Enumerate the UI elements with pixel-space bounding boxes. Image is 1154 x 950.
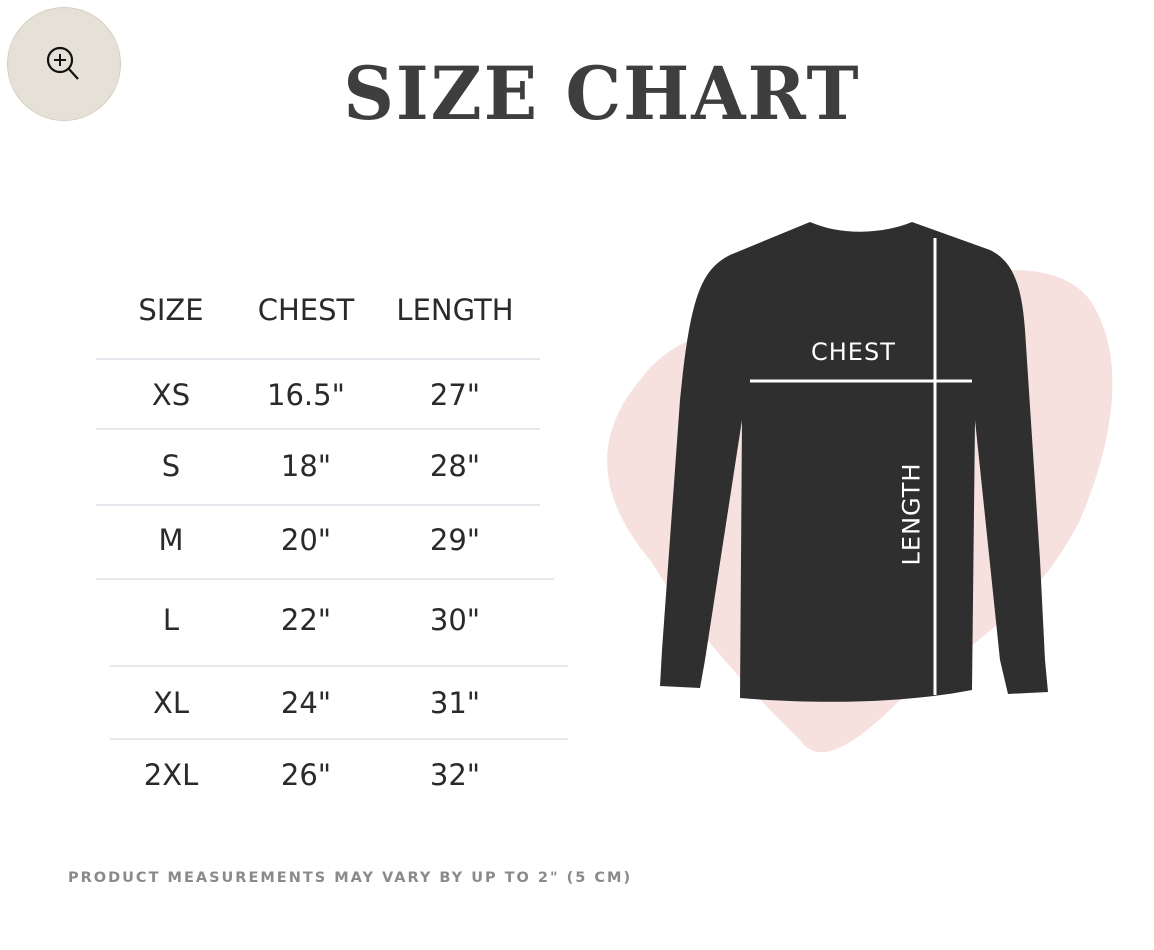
- table-cell: 20": [280, 523, 332, 557]
- page-title: SIZE CHART: [343, 49, 861, 138]
- zoom-in-icon: [46, 46, 79, 80]
- table-cell: 18": [280, 449, 332, 483]
- table-cell: 29": [429, 523, 481, 557]
- table-cell: 31": [429, 686, 481, 720]
- table-cell: 2XL: [143, 758, 199, 792]
- table-cell: 24": [280, 686, 332, 720]
- column-header: SIZE: [138, 293, 204, 327]
- table-cell: 22": [280, 603, 332, 637]
- zoom-button[interactable]: [7, 7, 121, 121]
- table-cell: 26": [280, 758, 332, 792]
- shirt-diagram: [607, 222, 1113, 753]
- table-cell: 32": [429, 758, 481, 792]
- row-divider: [96, 358, 540, 360]
- column-header: LENGTH: [396, 293, 514, 327]
- shirt: [660, 222, 1048, 702]
- measurement-note: PRODUCT MEASUREMENTS MAY VARY BY UP TO 2…: [68, 870, 633, 886]
- chest-label: CHEST: [811, 338, 896, 366]
- table-cell: XS: [151, 378, 191, 412]
- row-divider: [96, 428, 540, 430]
- row-divider: [96, 578, 554, 580]
- row-divider: [110, 665, 568, 667]
- table-cell: M: [158, 523, 184, 557]
- table-cell: 27": [429, 378, 481, 412]
- row-divider: [96, 504, 540, 506]
- length-label: LENGTH: [897, 462, 926, 566]
- table-cell: 28": [429, 449, 481, 483]
- row-divider: [110, 738, 568, 740]
- table-cell: 30": [429, 603, 481, 637]
- table-cell: XL: [152, 686, 190, 720]
- column-header: CHEST: [257, 293, 355, 327]
- table-cell: L: [162, 603, 180, 637]
- table-cell: 16.5": [267, 378, 345, 412]
- table-cell: S: [161, 449, 181, 483]
